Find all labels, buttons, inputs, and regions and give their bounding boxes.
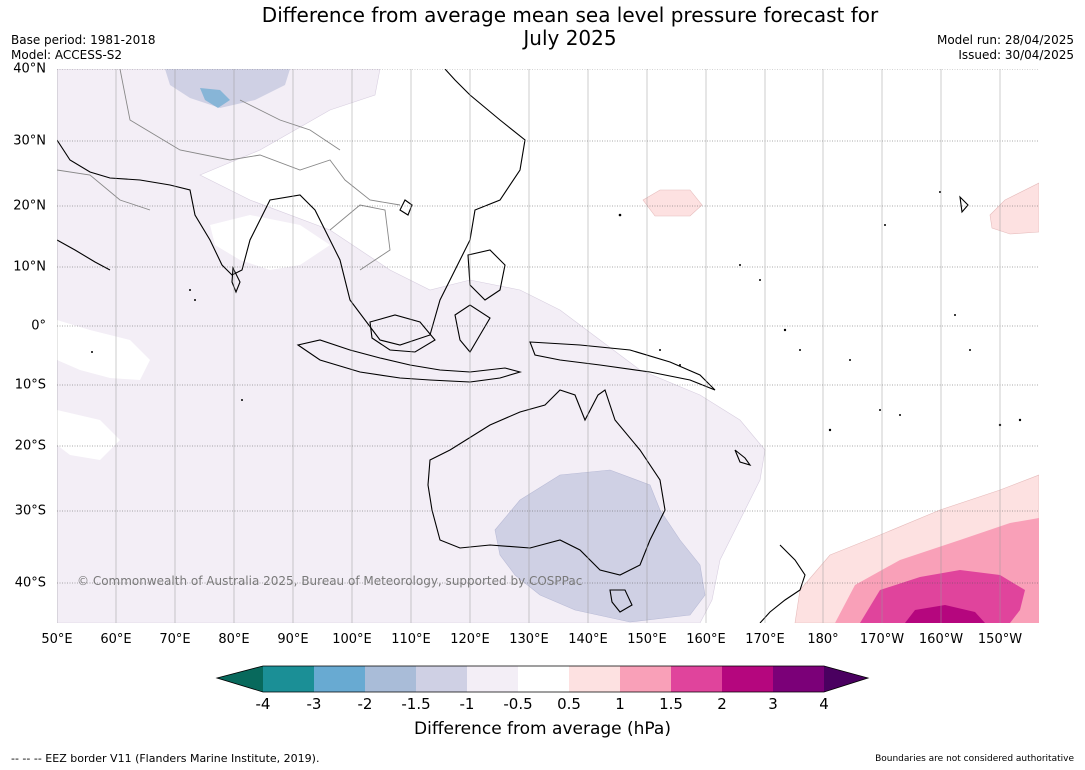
lon-label-180: 180° bbox=[807, 632, 839, 647]
colorbar-label: Difference from average (hPa) bbox=[414, 719, 671, 739]
contour-below-2-north bbox=[200, 88, 230, 108]
contour-below-0-5-gap bbox=[210, 215, 330, 270]
colorbar-seg-5 bbox=[467, 666, 518, 692]
graticule bbox=[57, 69, 1039, 584]
model-run: Model run: 28/04/2025 bbox=[936, 33, 1074, 47]
issued-date: Issued: 30/04/2025 bbox=[958, 48, 1074, 62]
colorbar-seg-7 bbox=[569, 666, 620, 692]
colorbar-tick-minus-1: -1 bbox=[459, 695, 475, 713]
lat-label-40s: 40°S bbox=[14, 575, 46, 591]
meta-right: Model run: 28/04/2025 Issued: 30/04/2025 bbox=[937, 33, 1074, 63]
lat-label-10n: 10°N bbox=[13, 259, 46, 275]
lon-label-160w: 160°W bbox=[918, 632, 964, 647]
colorbar-seg-8 bbox=[620, 666, 671, 692]
colorbar-extend-low bbox=[217, 666, 263, 692]
lon-label-170e: 170°E bbox=[745, 632, 785, 647]
colorbar-seg-1 bbox=[263, 666, 314, 692]
copyright-note: © Commonwealth of Australia 2025, Bureau… bbox=[77, 574, 583, 588]
eez-note: -- -- -- EEZ border V11 (Flanders Marine… bbox=[11, 752, 320, 765]
colorbar-seg-3 bbox=[365, 666, 416, 692]
lat-label-30s: 30°S bbox=[14, 503, 46, 519]
model-name: Model: ACCESS-S2 bbox=[11, 48, 123, 62]
contour-below-1-north bbox=[165, 69, 290, 108]
colorbar-tick-1: 1 bbox=[615, 695, 625, 713]
meridians bbox=[57, 69, 1001, 623]
colorbar-tick-0-5: 0.5 bbox=[557, 695, 581, 713]
colorbar-seg-2 bbox=[314, 666, 365, 692]
colorbar-tick-minus-4: -4 bbox=[255, 695, 271, 713]
colorbar-tick-3: 3 bbox=[768, 695, 778, 713]
lat-label-40n: 40°N bbox=[13, 61, 46, 77]
islands bbox=[91, 191, 1022, 432]
colorbar-extend-high bbox=[824, 666, 868, 692]
lon-label-70e: 70°E bbox=[159, 632, 191, 647]
colorbar-tick-minus-0-5: -0.5 bbox=[503, 695, 533, 713]
lat-label-0: 0° bbox=[31, 318, 46, 334]
base-period: Base period: 1981-2018 bbox=[11, 33, 156, 47]
colorbar-seg-10 bbox=[722, 666, 773, 692]
lon-label-170w: 170°W bbox=[859, 632, 905, 647]
lon-label-140e: 140°E bbox=[568, 632, 608, 647]
colorbar-tick-minus-3: -3 bbox=[306, 695, 322, 713]
contour-above-0-5-a bbox=[642, 189, 703, 217]
meta-left: Base period: 1981-2018 Model: ACCESS-S2 bbox=[11, 33, 156, 63]
lon-label-150e: 150°E bbox=[627, 632, 667, 647]
colorbar-seg-6 bbox=[518, 666, 569, 692]
lat-label-10s: 10°S bbox=[14, 377, 46, 393]
colorbar-tick-minus-2: -2 bbox=[357, 695, 373, 713]
lon-label-50e: 50°E bbox=[41, 632, 73, 647]
contour-above-2-south bbox=[905, 605, 985, 623]
title-line-2: July 2025 bbox=[523, 26, 617, 50]
lon-label-60e: 60°E bbox=[100, 632, 132, 647]
colorbar-seg-4 bbox=[416, 666, 467, 692]
lat-label-20s: 20°S bbox=[14, 438, 46, 454]
contour-below-1 bbox=[494, 469, 706, 623]
lon-label-130e: 130°E bbox=[509, 632, 549, 647]
colorbar-tick-1-5: 1.5 bbox=[659, 695, 683, 713]
colorbar-seg-11 bbox=[773, 666, 824, 692]
colorbar-seg-9 bbox=[671, 666, 722, 692]
colorbar bbox=[215, 665, 870, 693]
colorbar-tick-minus-1-5: -1.5 bbox=[401, 695, 431, 713]
lon-label-120e: 120°E bbox=[450, 632, 490, 647]
map-panel bbox=[57, 69, 1039, 623]
lon-label-110e: 110°E bbox=[391, 632, 431, 647]
political-borders bbox=[57, 69, 401, 271]
colorbar-tick-4: 4 bbox=[819, 695, 829, 713]
contour-below-0-5-gap-south bbox=[57, 410, 120, 460]
contour-above-0-5-b bbox=[989, 182, 1039, 235]
title-line-1: Difference from average mean sea level p… bbox=[261, 3, 879, 27]
colorbar-tick-2: 2 bbox=[717, 695, 727, 713]
lon-label-160e: 160°E bbox=[686, 632, 726, 647]
lat-label-30n: 30°N bbox=[13, 133, 46, 149]
contour-above-1-5-south bbox=[860, 570, 1025, 623]
lon-label-80e: 80°E bbox=[218, 632, 250, 647]
lon-label-90e: 90°E bbox=[277, 632, 309, 647]
boundaries-note: Boundaries are not considered authoritat… bbox=[875, 754, 1074, 764]
map-title: Difference from average mean sea level p… bbox=[0, 4, 1085, 50]
lat-label-20n: 20°N bbox=[13, 198, 46, 214]
colorbar-outline bbox=[215, 665, 870, 693]
lon-label-100e: 100°E bbox=[332, 632, 372, 647]
contour-below-0-5-gap-west bbox=[57, 320, 150, 380]
lon-label-150w: 150°W bbox=[977, 632, 1023, 647]
